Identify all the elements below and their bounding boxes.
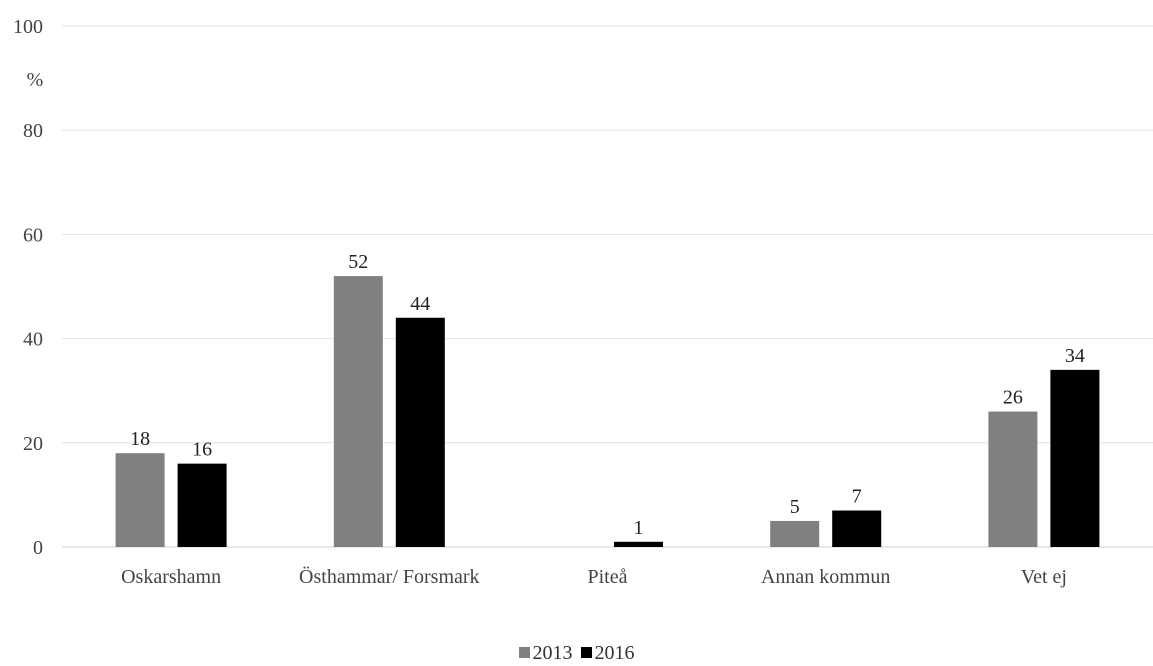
data-label: 52 — [348, 251, 368, 273]
y-tick-label: 60 — [23, 224, 43, 246]
data-label: 18 — [130, 428, 150, 450]
bar-2013 — [770, 520, 820, 547]
data-label: 5 — [790, 496, 800, 518]
legend-label: 2016 — [594, 642, 635, 664]
x-category-label: Vet ej — [1021, 566, 1067, 588]
y-tick-label: 0 — [33, 537, 43, 559]
bar-2013 — [988, 411, 1038, 547]
legend-swatch — [518, 647, 530, 658]
bar-2016 — [832, 510, 882, 547]
legend-item: 2013 — [518, 642, 573, 665]
y-axis-label: % — [27, 69, 44, 91]
bars — [115, 276, 1100, 547]
y-tick-label: 20 — [23, 433, 43, 455]
data-labels: 18 16 52 44 1 5 7 26 34 — [130, 251, 1085, 539]
data-label: 1 — [634, 517, 644, 539]
x-axis-categories: Oskarshamn Östhammar/ Forsmark Piteå Annan … — [121, 565, 1067, 588]
y-axis-ticks: 0 20 40 60 80 100 — [13, 16, 43, 559]
data-label: 16 — [192, 439, 212, 461]
y-tick-label: 40 — [23, 329, 43, 351]
bar-2016 — [1050, 369, 1100, 547]
bar-2016 — [395, 317, 445, 547]
data-label: 7 — [852, 486, 862, 508]
legend-item: 2016 — [580, 642, 635, 665]
data-label: 34 — [1065, 345, 1085, 367]
gridlines — [62, 25, 1153, 548]
bar-2016 — [177, 463, 227, 547]
x-category-label: Annan kommun — [761, 566, 890, 588]
x-category-label: Oskarshamn — [121, 566, 221, 588]
y-tick-label: 80 — [23, 120, 43, 142]
x-category-label: Piteå — [588, 566, 628, 588]
bar-2013 — [333, 276, 383, 547]
bar-2016 — [614, 541, 663, 547]
bar-2013 — [115, 453, 165, 547]
data-label: 44 — [410, 293, 430, 315]
y-tick-label: 100 — [13, 16, 43, 38]
legend-label: 2013 — [532, 642, 573, 664]
x-category-label: Östhammar/ Forsmark — [299, 565, 480, 588]
legend-swatch — [580, 647, 592, 658]
legend: 2013 2016 — [0, 642, 1153, 665]
data-label: 26 — [1003, 387, 1023, 409]
